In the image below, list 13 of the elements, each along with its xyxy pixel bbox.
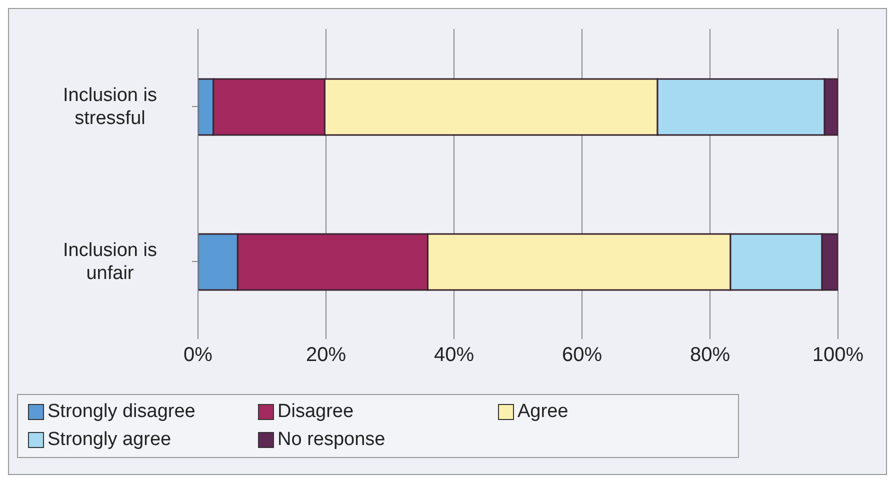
legend-label: Disagree [278, 401, 354, 423]
x-tick-label: 0% [183, 344, 212, 366]
x-tick-label: 100% [812, 344, 864, 366]
y-tick-label: Inclusion is stressful [62, 84, 156, 128]
legend-label: Strongly disagree [48, 401, 196, 423]
legend-label: No response [278, 429, 386, 451]
x-tick-label: 40% [433, 344, 474, 366]
x-tick-label: 60% [561, 344, 602, 366]
x-tick-label: 20% [305, 344, 346, 366]
legend-label: Strongly agree [48, 429, 172, 451]
legend-label: Agree [518, 401, 568, 423]
x-tick-label: 80% [689, 344, 730, 366]
y-tick-label: Inclusion is unfair [62, 240, 156, 284]
